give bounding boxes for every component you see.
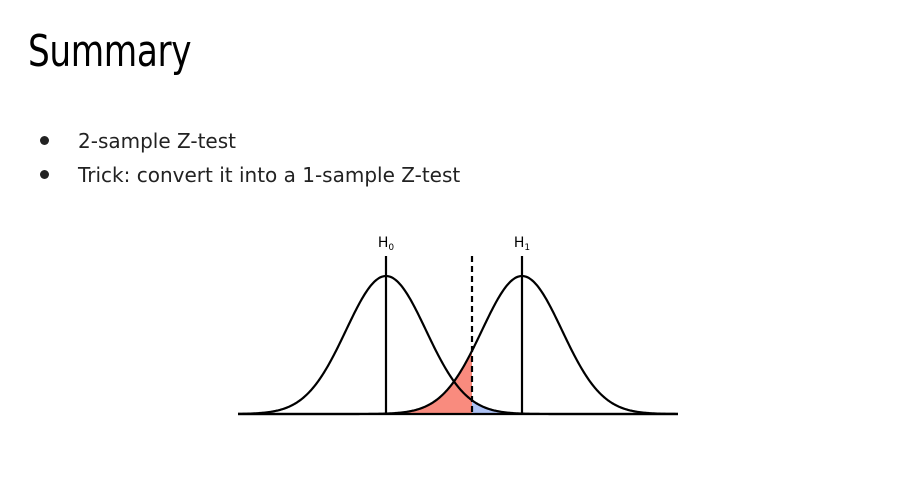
bullet-text: 2-sample Z-test <box>78 129 236 153</box>
bullet-dot <box>40 136 49 145</box>
slide-title: Summary <box>28 26 192 77</box>
h1-label-subscript: 1 <box>524 243 530 253</box>
bullet-dot <box>40 170 49 179</box>
bullet-item: 2-sample Z-test <box>40 124 460 158</box>
alternative-hypothesis-curve <box>238 274 679 416</box>
h1-label-main: H <box>514 235 525 251</box>
bullet-text: Trick: convert it into a 1-sample Z-test <box>78 163 461 187</box>
overlap-region-shaded <box>472 400 678 414</box>
h0-label: H0 <box>378 235 395 253</box>
null-hypothesis-curve <box>237 274 678 416</box>
h0-label-subscript: 0 <box>388 243 394 253</box>
h0-label-main: H <box>378 235 389 251</box>
bullet-list: 2-sample Z-test Trick: convert it into a… <box>40 124 460 192</box>
rejection-region-shaded <box>238 350 472 414</box>
hypothesis-distributions-diagram: H0 H1 <box>237 235 679 416</box>
h1-label: H1 <box>514 235 530 253</box>
bullet-item: Trick: convert it into a 1-sample Z-test <box>40 158 460 192</box>
